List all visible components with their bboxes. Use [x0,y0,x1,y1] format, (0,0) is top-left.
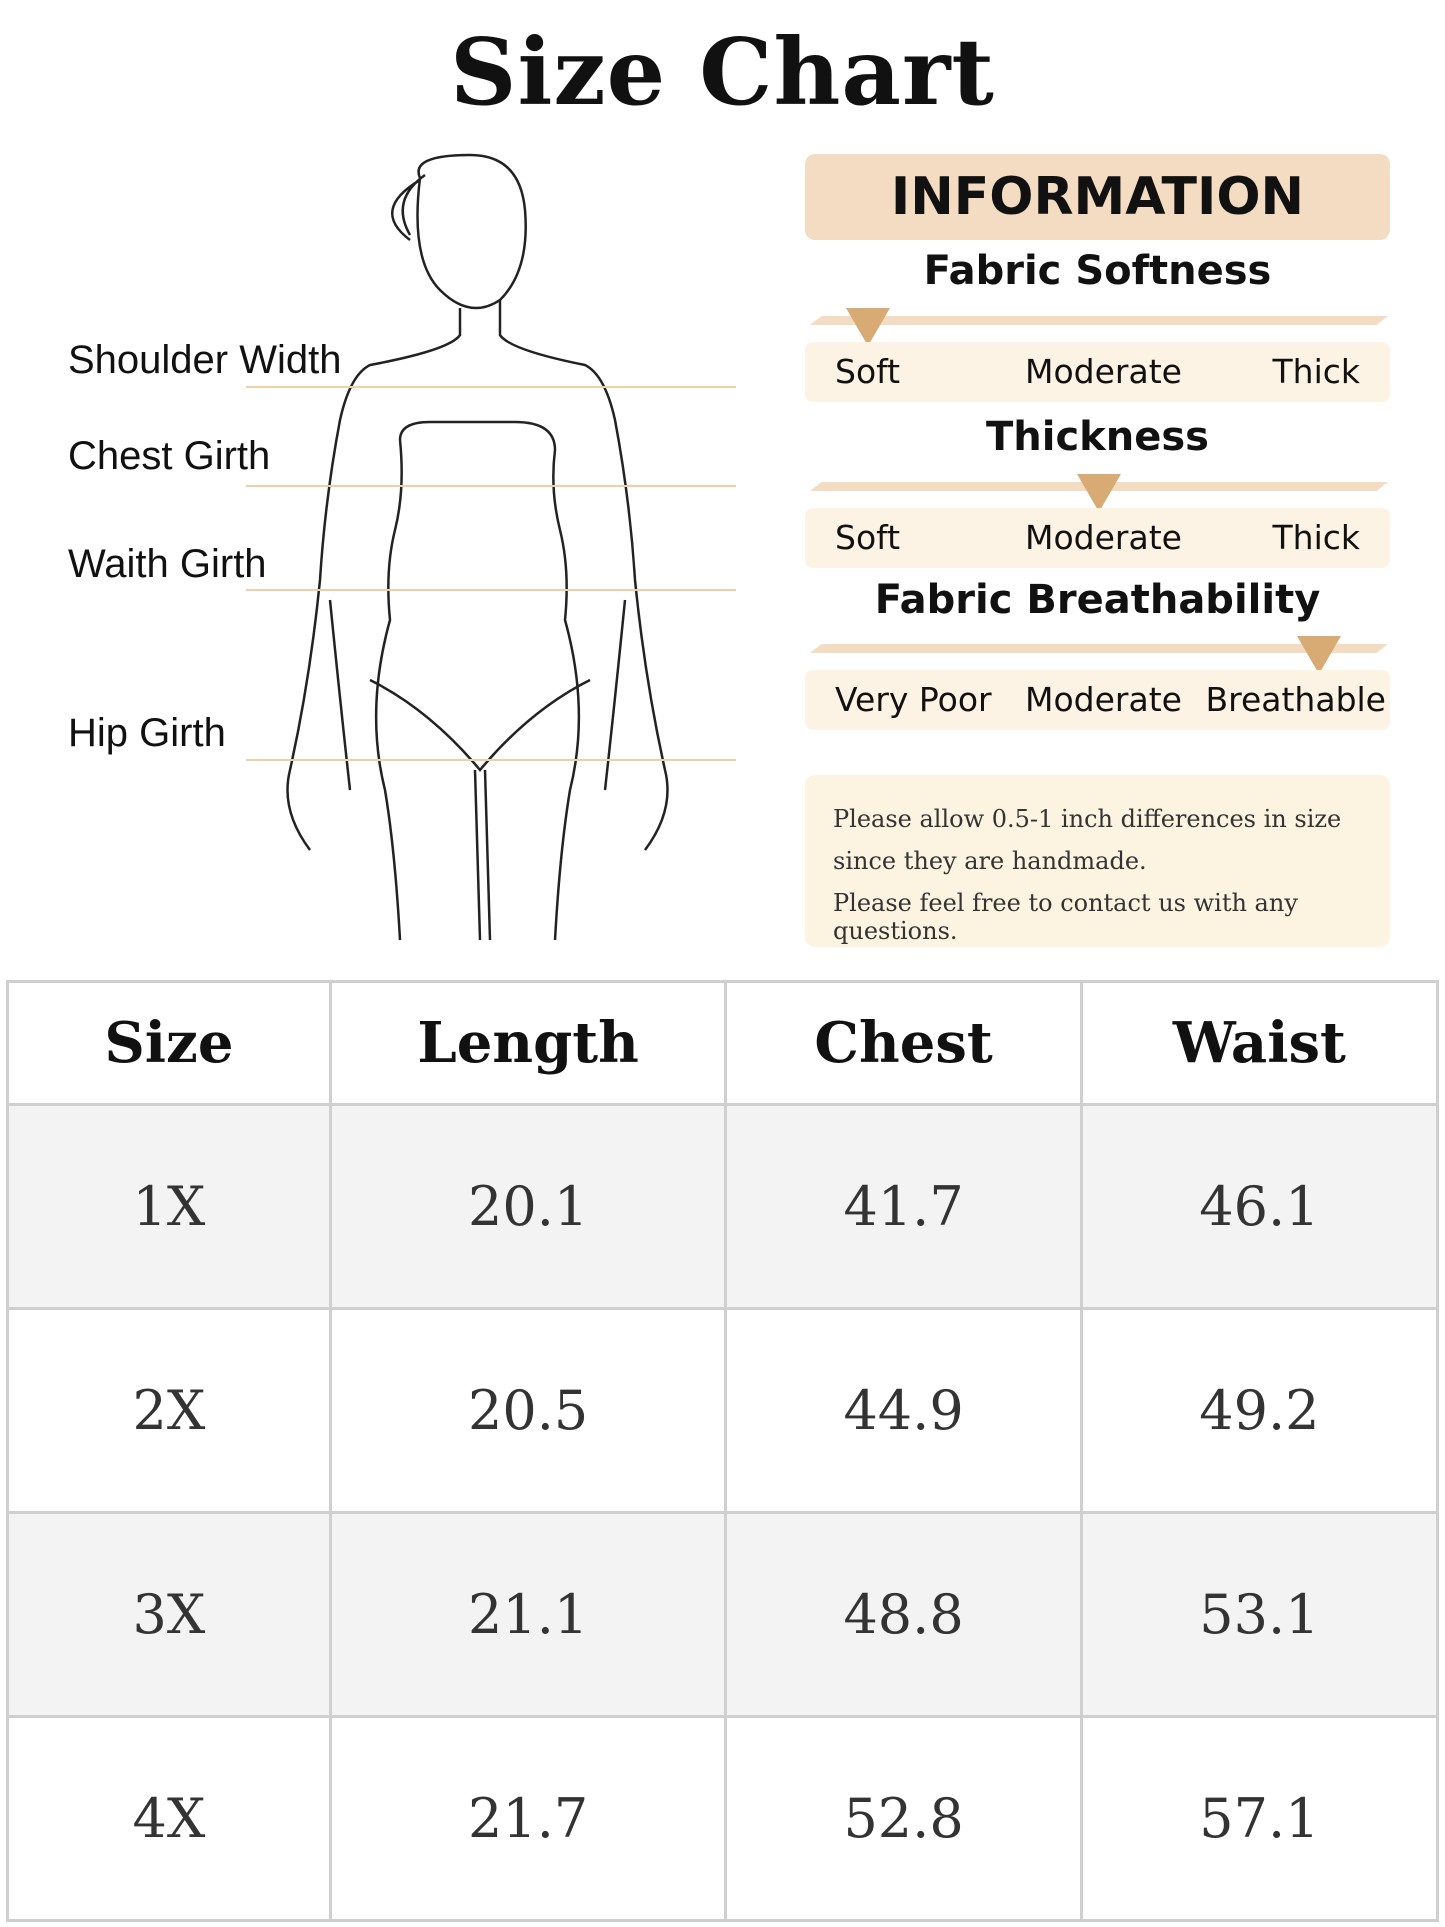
scale-label-low: Very Poor [835,680,992,719]
measurement-label-shoulder-width: Shoulder Width [68,338,342,382]
information-heading: INFORMATION [805,154,1390,240]
shoulder-width-line [246,386,736,388]
measurement-label-waist-girth: Waith Girth [68,542,267,586]
table-cell: 44.9 [724,1307,1083,1514]
size-table: Size Length Chest Waist 1X 20.1 41.7 46.1 2X… [6,980,1440,1922]
scale-indicator-arrow-icon [1297,636,1341,674]
table-cell: 53.1 [1079,1511,1440,1718]
table-cell: 48.8 [724,1511,1083,1718]
header-size: Size [6,980,332,1106]
scale-label-mid: Moderate [1025,352,1182,391]
table-cell: 41.7 [724,1103,1083,1310]
scale-label-high: Thick [1272,352,1361,391]
table-cell: 46.1 [1079,1103,1440,1310]
header-chest: Chest [724,980,1083,1106]
body-figure-illustration [286,153,669,941]
scale-label-low: Soft [835,352,901,391]
table-row: 2X 20.5 44.9 49.2 [6,1307,1440,1514]
scale-label-high: Thick [1272,518,1361,557]
chest-girth-line [246,485,736,487]
note-line: since they are handmade. [833,847,1147,875]
scale-indicator-arrow-icon [1077,474,1121,512]
scale-label-mid: Moderate [1025,518,1182,557]
note-line: Please allow 0.5-1 inch differences in s… [833,805,1342,833]
table-cell: 2X [6,1307,332,1514]
header-length: Length [328,980,728,1106]
table-cell: 1X [6,1103,332,1310]
scale-title: Fabric Breathability [874,577,1321,623]
hip-girth-line [246,759,736,761]
table-cell: 52.8 [724,1715,1083,1922]
scale-labels: Soft Moderate Thick [805,508,1390,568]
scale-label-mid: Moderate [1025,680,1182,719]
table-cell: 21.7 [328,1715,728,1922]
scale-label-high: Breathable [1205,680,1386,719]
scale-title: Fabric Softness [923,248,1272,294]
table-cell: 3X [6,1511,332,1718]
table-row: 4X 21.7 52.8 57.1 [6,1715,1440,1922]
scale-bar [810,316,1388,325]
note-box: Please allow 0.5-1 inch differences in s… [805,775,1390,947]
table-header-row: Size Length Chest Waist [6,980,1440,1106]
table-cell: 20.1 [328,1103,728,1310]
scale-labels: Soft Moderate Thick [805,342,1390,402]
note-line: Please feel free to contact us with any … [833,889,1298,945]
page-title: Size Chart [450,18,995,126]
header-waist: Waist [1079,980,1440,1106]
measurement-label-hip-girth: Hip Girth [68,711,226,755]
table-cell: 57.1 [1079,1715,1440,1922]
waist-girth-line [246,589,736,591]
table-row: 1X 20.1 41.7 46.1 [6,1103,1440,1310]
scale-title: Thickness [985,414,1209,460]
scale-labels: Very Poor Moderate Breathable [805,670,1390,730]
table-cell: 21.1 [328,1511,728,1718]
table-cell: 4X [6,1715,332,1922]
scale-indicator-arrow-icon [846,308,890,346]
scale-bar [810,644,1388,653]
table-cell: 49.2 [1079,1307,1440,1514]
table-cell: 20.5 [328,1307,728,1514]
measurement-label-chest-girth: Chest Girth [68,434,271,478]
table-row: 3X 21.1 48.8 53.1 [6,1511,1440,1718]
scale-label-low: Soft [835,518,901,557]
